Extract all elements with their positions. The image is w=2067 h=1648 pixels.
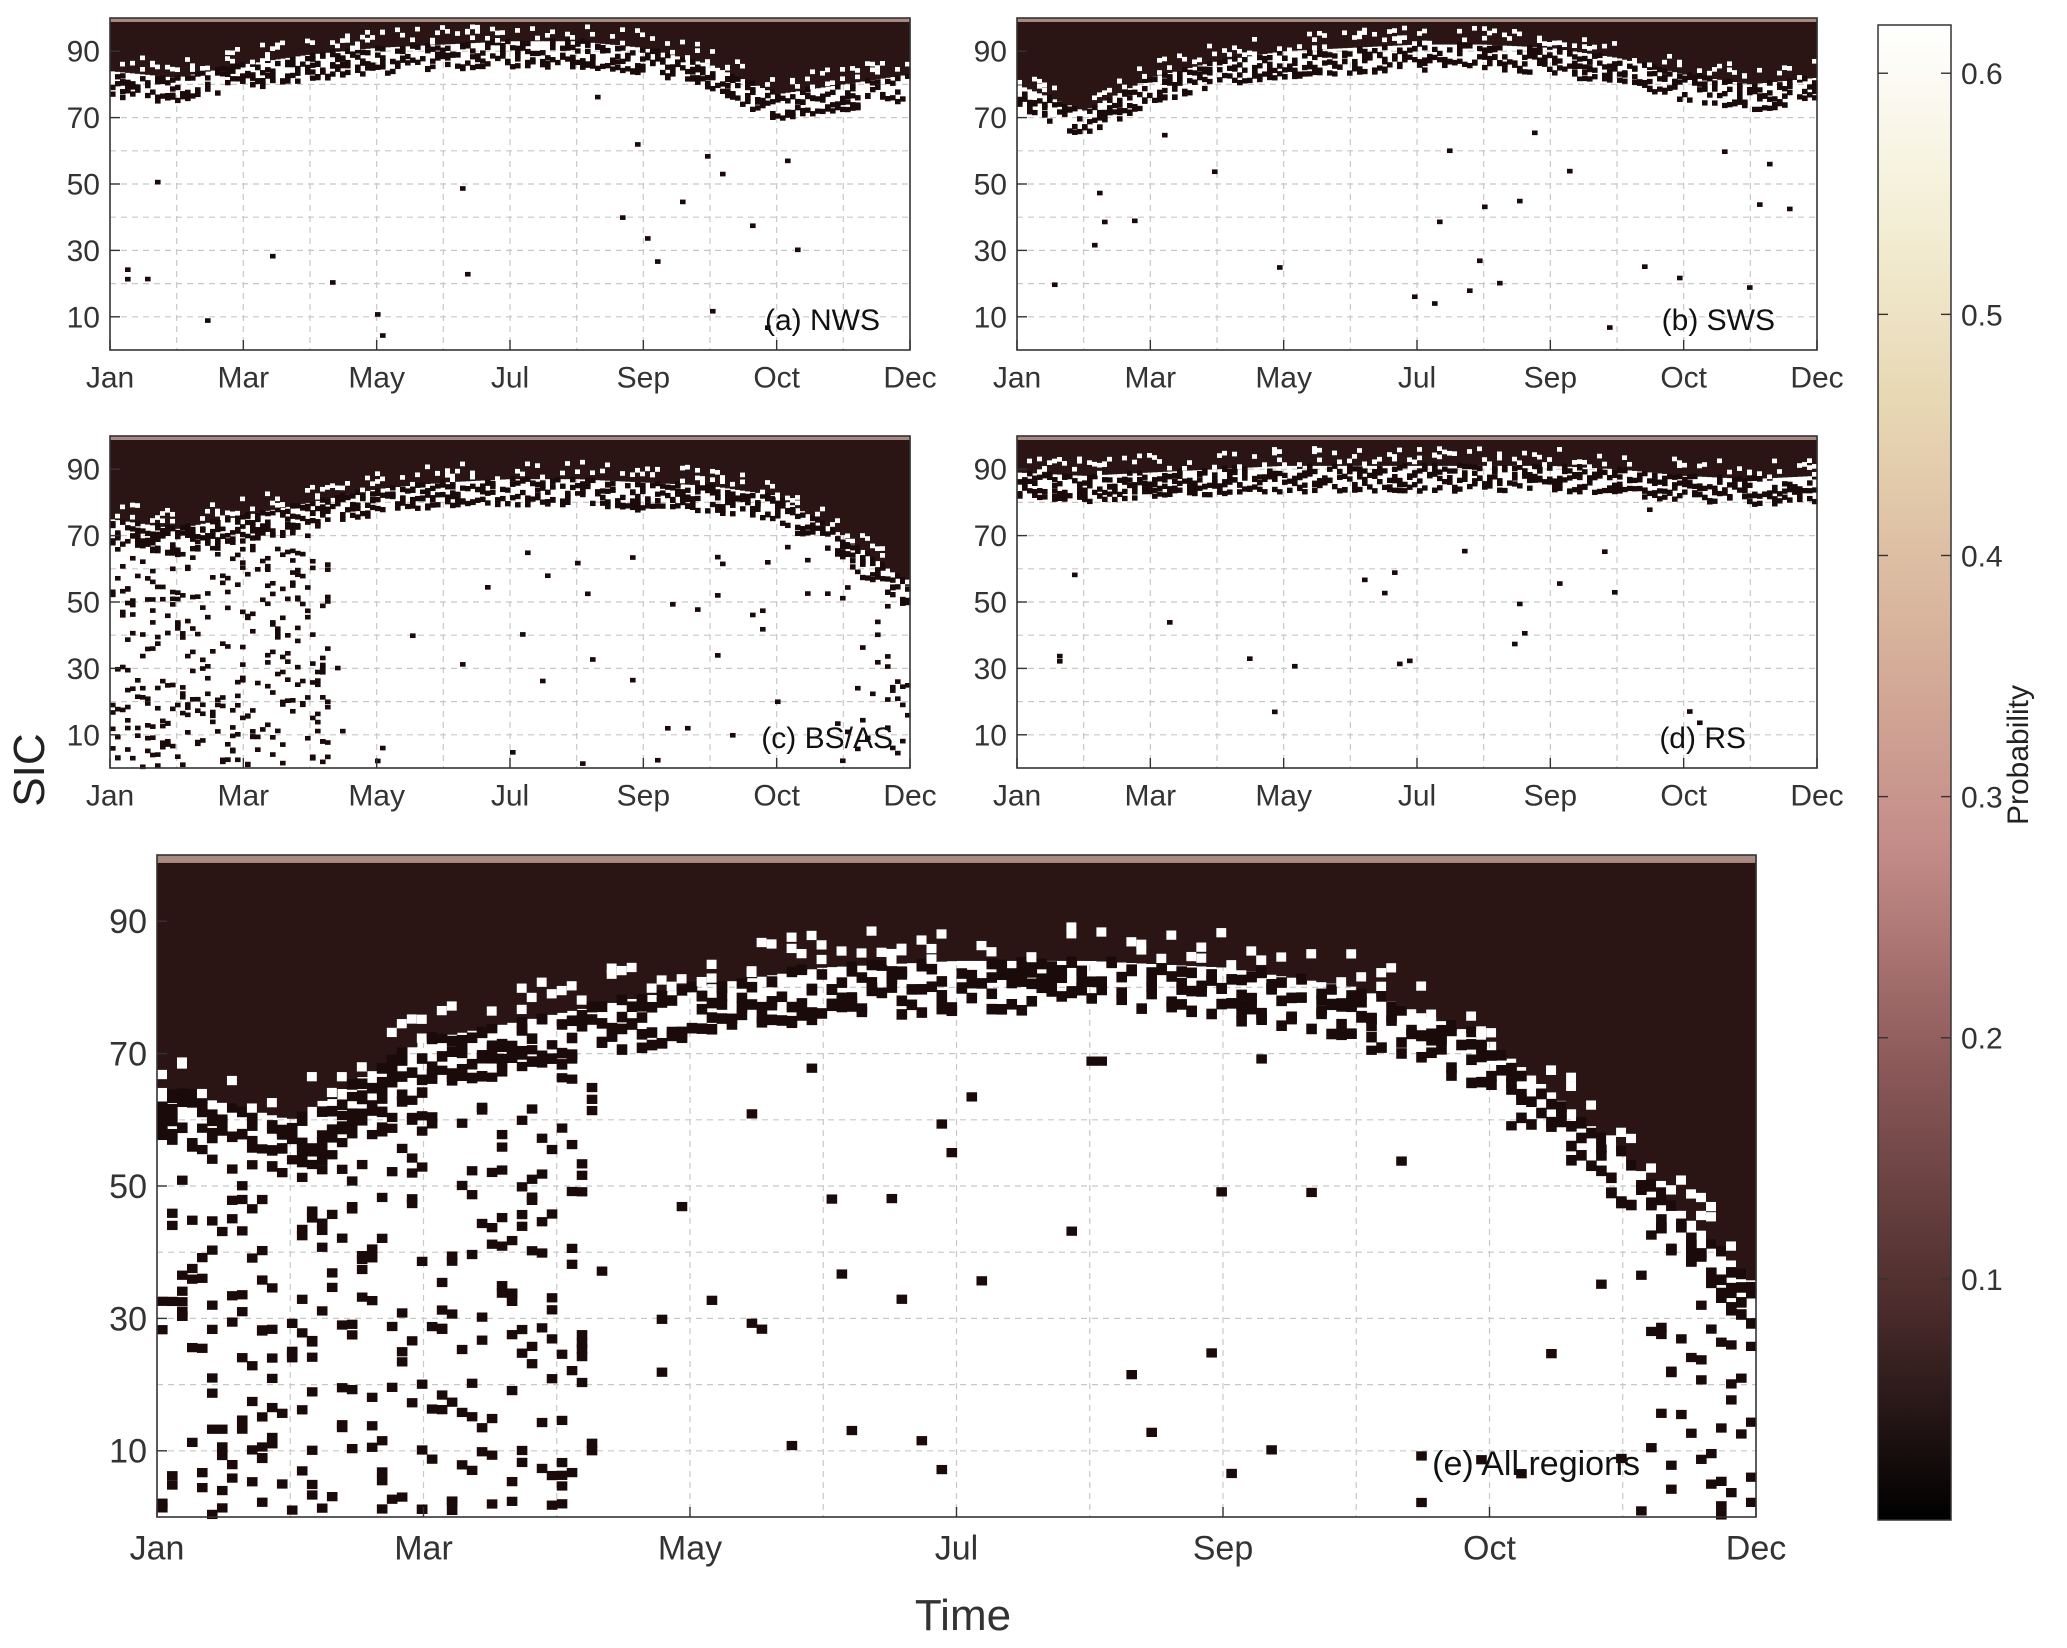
x-tick-label: Mar: [1124, 780, 1176, 813]
y-tick-label: 30: [67, 235, 100, 268]
panel-annotation: (b) SWS: [1662, 304, 1775, 337]
x-tick-label: Jul: [491, 362, 529, 395]
y-tick-label: 10: [974, 719, 1007, 752]
x-tick-label: Oct: [753, 780, 800, 813]
colorbar-label: Probability: [2002, 685, 2035, 825]
panel-bs-as: 10 30 50 70 90 Jan Mar May Jul Sep Oct Dec (c) BS/AS: [67, 435, 937, 813]
x-tick-label: May: [348, 362, 405, 395]
x-tick-label: Oct: [1463, 1530, 1516, 1568]
x-tick-label: Oct: [1660, 780, 1707, 813]
y-tick-label: 70: [974, 102, 1007, 135]
y-tick-label: 50: [974, 587, 1007, 620]
y-tick-label: 10: [109, 1433, 147, 1471]
panel-nws: 10 30 50 70 90 Jan Mar May Jul Sep Oct Dec(a) NWS: [67, 17, 937, 395]
x-tick-label: May: [1255, 780, 1312, 813]
y-tick-label: 70: [974, 520, 1007, 553]
panel-sws: 10 30 50 70 90 Jan Mar May Jul Sep Oct Dec (b) SWS: [974, 17, 1844, 395]
y-tick-label: 30: [974, 653, 1007, 686]
panel-annotation: (d) RS: [1659, 722, 1746, 755]
x-tick-label: May: [1255, 362, 1312, 395]
y-tick-label: 10: [67, 719, 100, 752]
x-tick-label: Mar: [1124, 362, 1176, 395]
colorbar-tick-label: 0.3: [1961, 782, 2003, 815]
x-tick-label: Dec: [883, 780, 936, 813]
heatmap-cells: [110, 436, 911, 770]
x-tick-label: Oct: [753, 362, 800, 395]
y-tick-label: 50: [67, 587, 100, 620]
x-tick-label: Jan: [86, 780, 134, 813]
heatmap-cells: [1017, 436, 1818, 726]
heatmap-cells: [157, 855, 1757, 1520]
colorbar-tick-label: 0.4: [1961, 540, 2003, 573]
x-tick-label: Jan: [993, 362, 1041, 395]
x-tick-label: Dec: [1726, 1530, 1786, 1568]
x-tick-label: Jul: [1398, 362, 1436, 395]
y-tick-label: 70: [67, 102, 100, 135]
y-tick-label: 10: [67, 301, 100, 334]
x-tick-label: Mar: [217, 780, 269, 813]
x-tick-label: Sep: [1524, 780, 1577, 813]
panel-all-regions: 10 30 50 70 90 Jan Mar May Jul Sep Oct Dec (e) All r…: [109, 854, 1786, 1568]
x-tick-label: Mar: [394, 1530, 453, 1568]
x-tick-label: May: [658, 1530, 722, 1568]
y-tick-label: 30: [67, 653, 100, 686]
colorbar-tick-label: 0.5: [1961, 299, 2003, 332]
y-tick-label: 90: [67, 454, 100, 487]
y-axis-label: SIC: [5, 733, 54, 806]
x-tick-label: Dec: [1790, 362, 1843, 395]
x-tick-label: Dec: [883, 362, 936, 395]
colorbar-tick-label: 0.6: [1961, 58, 2003, 91]
panel-annotation: (a) NWS: [765, 304, 880, 337]
x-tick-label: Sep: [1193, 1530, 1254, 1568]
y-tick-label: 30: [974, 235, 1007, 268]
heatmap-cells: [1017, 18, 1818, 330]
y-tick-label: 50: [67, 169, 100, 202]
y-tick-label: 70: [67, 520, 100, 553]
colorbar-tick-label: 0.2: [1961, 1023, 2003, 1056]
panel-annotation: (c) BS/AS: [761, 722, 893, 755]
x-tick-label: Jul: [935, 1530, 978, 1568]
x-tick-label: Sep: [617, 362, 670, 395]
y-tick-label: 50: [109, 1168, 147, 1206]
colorbar-tick-label: 0.1: [1961, 1264, 2003, 1297]
y-tick-label: 90: [974, 454, 1007, 487]
x-tick-label: May: [348, 780, 405, 813]
x-tick-label: Sep: [617, 780, 670, 813]
x-tick-label: Oct: [1660, 362, 1707, 395]
y-tick-label: 50: [974, 169, 1007, 202]
x-tick-label: Jan: [130, 1530, 185, 1568]
panel-annotation: (e) All regions: [1432, 1445, 1640, 1483]
colorbar-gradient: [1877, 24, 1952, 1521]
x-tick-label: Jan: [993, 780, 1041, 813]
y-tick-label: 90: [67, 36, 100, 69]
x-tick-label: Sep: [1524, 362, 1577, 395]
x-axis-label: Time: [915, 1591, 1011, 1640]
y-tick-label: 90: [109, 903, 147, 941]
x-tick-label: Dec: [1790, 780, 1843, 813]
panel-rs: 10 30 50 70 90 Jan Mar May Jul Sep Oct Dec (d) RS: [974, 435, 1844, 813]
colorbar: 0.1 0.2 0.3 0.4 0.5 0.6 Probability: [1877, 24, 2035, 1521]
y-tick-label: 10: [974, 301, 1007, 334]
x-tick-label: Jul: [491, 780, 529, 813]
x-tick-label: Mar: [217, 362, 269, 395]
heatmap-cells: [110, 18, 911, 338]
y-tick-label: 90: [974, 36, 1007, 69]
y-tick-label: 30: [109, 1300, 147, 1338]
x-tick-label: Jan: [86, 362, 134, 395]
x-tick-label: Jul: [1398, 780, 1436, 813]
y-tick-label: 70: [109, 1036, 147, 1074]
